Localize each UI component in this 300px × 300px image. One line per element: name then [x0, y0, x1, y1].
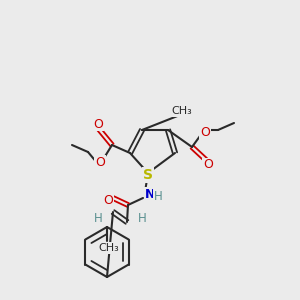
Text: O: O	[95, 155, 105, 169]
Text: S: S	[143, 168, 153, 182]
Text: CH₃: CH₃	[99, 243, 119, 253]
Text: H: H	[154, 190, 162, 202]
Text: O: O	[93, 118, 103, 130]
Text: H: H	[94, 212, 102, 224]
Text: O: O	[200, 125, 210, 139]
Text: N: N	[145, 188, 155, 200]
Text: O: O	[203, 158, 213, 172]
Text: CH₃: CH₃	[172, 106, 192, 116]
Text: O: O	[103, 194, 113, 206]
Text: H: H	[138, 212, 146, 224]
